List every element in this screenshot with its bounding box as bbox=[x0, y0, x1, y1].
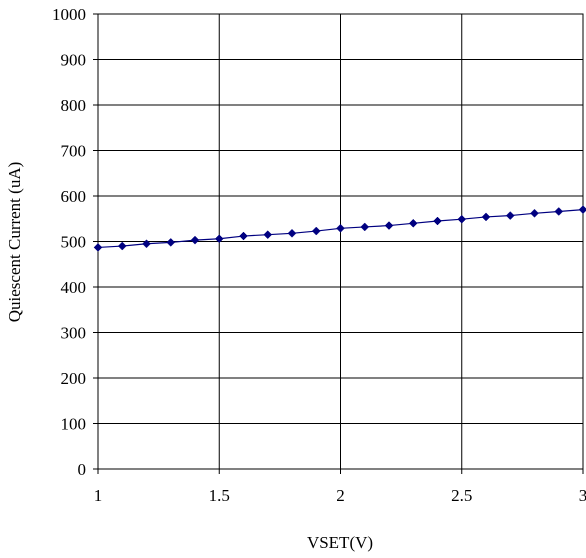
data-point-marker bbox=[166, 238, 176, 247]
data-point-marker bbox=[554, 207, 564, 216]
data-point-marker bbox=[408, 218, 418, 228]
y-tick-label: 1000 bbox=[52, 5, 86, 24]
data-point-marker bbox=[311, 226, 321, 236]
data-point-marker bbox=[433, 216, 442, 226]
y-tick-label: 700 bbox=[61, 142, 87, 161]
data-point-marker bbox=[481, 212, 491, 222]
y-tick-label: 0 bbox=[78, 460, 87, 479]
data-point-marker bbox=[530, 208, 539, 218]
data-point-marker bbox=[287, 228, 297, 238]
y-axis-label: Quiescent Current (uA) bbox=[5, 162, 24, 323]
x-tick-label: 2.5 bbox=[451, 486, 472, 505]
data-point-marker bbox=[239, 231, 248, 241]
data-point-marker bbox=[142, 239, 151, 249]
y-axis-ticks: 0 100 200 300 400 500 600 700 800 900 1000 bbox=[52, 5, 98, 479]
data-point-marker bbox=[263, 230, 273, 240]
data-point-marker bbox=[214, 234, 224, 244]
y-tick-label: 500 bbox=[61, 233, 87, 252]
series-layer bbox=[93, 205, 586, 252]
data-point-marker bbox=[336, 223, 345, 233]
data-point-marker bbox=[505, 211, 515, 220]
x-axis-label: VSET(V) bbox=[307, 533, 373, 552]
data-point-marker bbox=[93, 243, 103, 252]
data-point-marker bbox=[360, 222, 370, 232]
data-point-marker bbox=[190, 235, 200, 245]
y-tick-label: 300 bbox=[61, 324, 87, 343]
x-tick-label: 1.5 bbox=[209, 486, 230, 505]
y-tick-label: 600 bbox=[61, 187, 87, 206]
x-axis-ticks: 1 1.5 2 2.5 3 bbox=[94, 469, 586, 505]
y-tick-label: 900 bbox=[61, 51, 87, 70]
x-tick-label: 1 bbox=[94, 486, 103, 505]
x-tick-label: 2 bbox=[336, 486, 345, 505]
y-tick-label: 100 bbox=[61, 415, 87, 434]
x-tick-label: 3 bbox=[579, 486, 586, 505]
data-point-marker bbox=[578, 205, 586, 215]
y-tick-label: 400 bbox=[61, 278, 87, 297]
data-point-marker bbox=[384, 221, 394, 230]
y-tick-label: 800 bbox=[61, 96, 87, 115]
data-point-marker bbox=[457, 214, 467, 224]
y-tick-label: 200 bbox=[61, 369, 87, 388]
data-point-marker bbox=[117, 241, 127, 251]
